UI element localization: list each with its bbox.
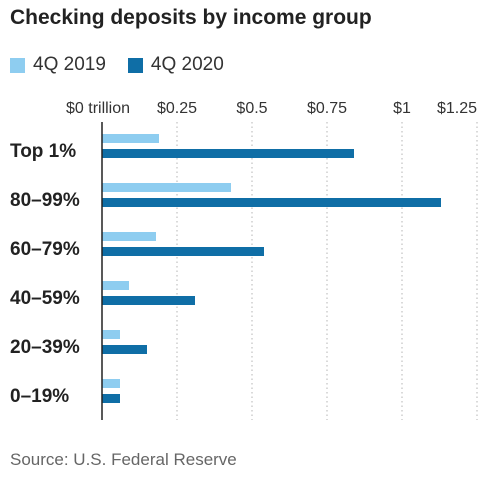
category-label: Top 1% xyxy=(10,141,76,162)
category-label: 40–59% xyxy=(10,288,80,309)
bar-2019 xyxy=(102,330,120,339)
bar-2020 xyxy=(102,198,441,207)
x-tick-label: $0 trillion xyxy=(66,100,130,117)
legend-label-2020: 4Q 2020 xyxy=(150,54,224,75)
category-label: 20–39% xyxy=(10,337,80,358)
source-note: Source: U.S. Federal Reserve xyxy=(10,450,237,469)
x-tick-label: $0.75 xyxy=(307,100,347,117)
bar-2019 xyxy=(102,134,159,143)
legend-swatch-2020 xyxy=(127,57,143,73)
bar-2019 xyxy=(102,379,120,388)
x-tick-label: $0.5 xyxy=(236,100,267,117)
bar-2020 xyxy=(102,345,147,354)
bar-2020 xyxy=(102,296,195,305)
legend-swatch-2019 xyxy=(10,57,25,73)
legend-item-2019: 4Q 2019 xyxy=(10,54,106,76)
category-label: 80–99% xyxy=(10,190,80,211)
x-tick-label: $1.25 xyxy=(437,100,477,117)
category-label: 60–79% xyxy=(10,239,80,260)
x-tick-label: $0.25 xyxy=(157,100,197,117)
category-label: 0–19% xyxy=(10,386,69,407)
legend-label-2019: 4Q 2019 xyxy=(33,54,106,75)
bar-2019 xyxy=(102,281,129,290)
bar-2019 xyxy=(102,183,231,192)
chart-title: Checking deposits by income group xyxy=(10,6,372,29)
bar-2020 xyxy=(102,394,120,403)
legend-item-2020: 4Q 2020 xyxy=(127,54,224,76)
bar-2020 xyxy=(102,247,264,256)
x-tick-label: $1 xyxy=(393,100,411,117)
bar-2020 xyxy=(102,149,354,158)
legend: 4Q 2019 4Q 2020 xyxy=(10,54,246,76)
bar-2019 xyxy=(102,232,156,241)
